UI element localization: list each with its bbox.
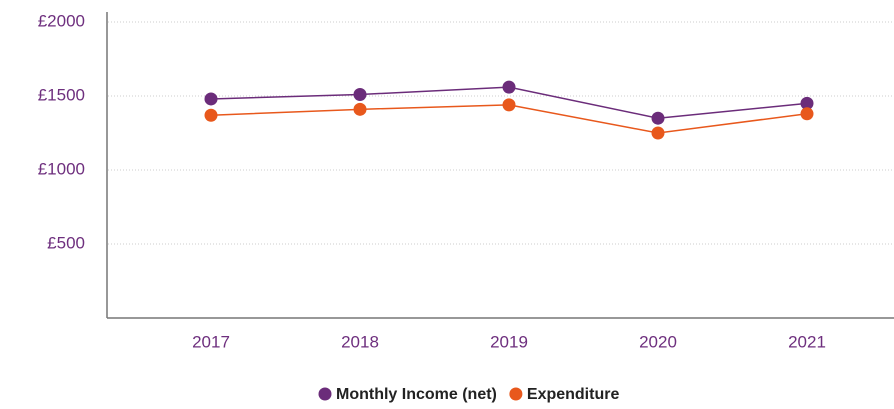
legend: Monthly Income (net) Expenditure — [318, 386, 620, 403]
legend-label: Monthly Income (net) — [336, 386, 497, 403]
data-point — [204, 92, 218, 106]
y-tick-label: £500 — [47, 233, 85, 252]
data-point — [651, 126, 665, 140]
legend-swatch — [318, 387, 332, 401]
x-tick-label: 2021 — [788, 332, 826, 351]
x-tick-label: 2019 — [490, 332, 528, 351]
y-tick-label: £1500 — [38, 85, 85, 104]
legend-label: Expenditure — [527, 386, 620, 403]
y-tick-label: £1000 — [38, 159, 85, 178]
data-point — [502, 80, 516, 94]
data-point — [502, 98, 516, 112]
data-point — [353, 88, 367, 102]
y-tick-label: £2000 — [38, 11, 85, 30]
legend-swatch — [509, 387, 523, 401]
x-tick-label: 2018 — [341, 332, 379, 351]
x-tick-label: 2017 — [192, 332, 230, 351]
x-tick-label: 2020 — [639, 332, 677, 351]
data-point — [651, 111, 665, 125]
data-point — [204, 108, 218, 122]
data-point — [800, 96, 814, 110]
data-point — [800, 107, 814, 121]
data-point — [353, 102, 367, 116]
